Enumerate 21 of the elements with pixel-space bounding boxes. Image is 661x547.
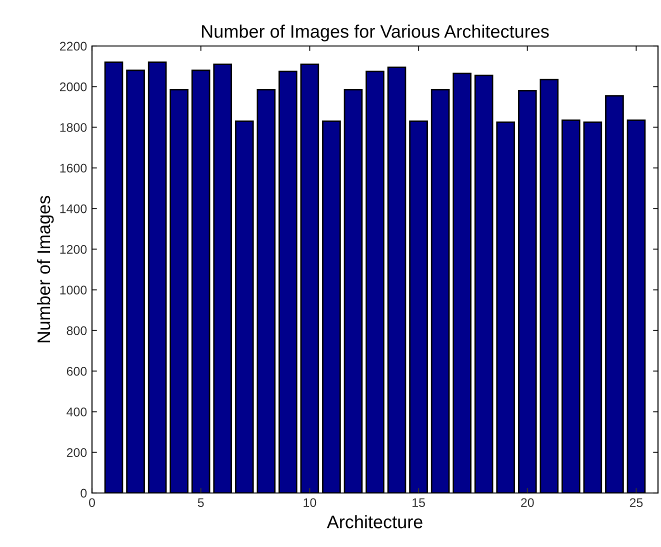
x-tick-label: 0 <box>89 498 95 508</box>
y-tick-label: 400 <box>66 408 87 416</box>
x-tick-label: 20 <box>521 498 534 508</box>
y-tick-label: 1400 <box>60 204 87 214</box>
x-axis-title: Architecture <box>326 515 422 528</box>
y-tick-label: 200 <box>66 448 87 458</box>
x-tick-label: 5 <box>198 498 204 508</box>
y-tick-label: 1200 <box>60 244 87 254</box>
x-tick-label: 15 <box>412 498 425 508</box>
x-tick-label: 10 <box>304 498 316 508</box>
x-tick-label: 25 <box>630 498 643 508</box>
y-tick-label: 800 <box>66 326 87 336</box>
y-tick-label: 2200 <box>60 42 87 51</box>
chart-title: Number of Images for Various Architectures <box>202 24 549 42</box>
y-axis-title: Number of Images <box>36 196 54 342</box>
y-tick-label: 1600 <box>60 164 87 173</box>
y-tick-label: 2000 <box>60 82 87 92</box>
y-tick-label: 600 <box>66 366 87 376</box>
y-tick-label: 1800 <box>60 123 87 132</box>
y-tick-label: 0 <box>80 488 87 498</box>
y-tick-label: 1000 <box>60 286 87 294</box>
